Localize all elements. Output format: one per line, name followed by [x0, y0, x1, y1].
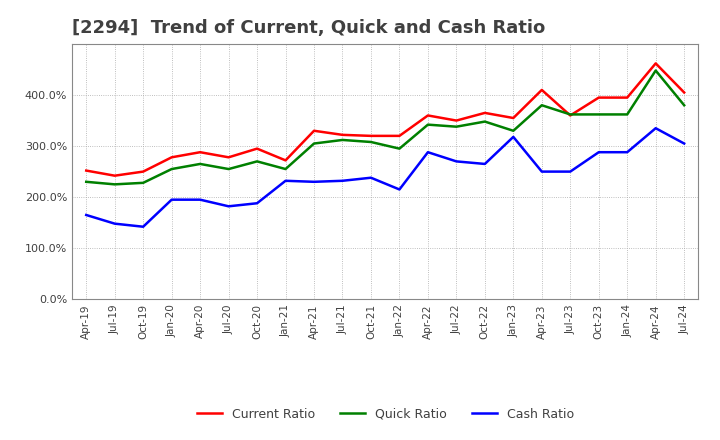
- Current Ratio: [225, 155, 233, 160]
- Cash Ratio: [338, 178, 347, 183]
- Cash Ratio: [652, 125, 660, 131]
- Quick Ratio: [310, 141, 318, 146]
- Cash Ratio: [395, 187, 404, 192]
- Current Ratio: [82, 168, 91, 173]
- Quick Ratio: [395, 146, 404, 151]
- Quick Ratio: [167, 166, 176, 172]
- Cash Ratio: [566, 169, 575, 174]
- Cash Ratio: [139, 224, 148, 229]
- Line: Quick Ratio: Quick Ratio: [86, 70, 684, 184]
- Quick Ratio: [652, 68, 660, 73]
- Line: Cash Ratio: Cash Ratio: [86, 128, 684, 227]
- Cash Ratio: [310, 179, 318, 184]
- Cash Ratio: [253, 201, 261, 206]
- Quick Ratio: [366, 139, 375, 145]
- Current Ratio: [423, 113, 432, 118]
- Quick Ratio: [623, 112, 631, 117]
- Quick Ratio: [82, 179, 91, 184]
- Legend: Current Ratio, Quick Ratio, Cash Ratio: Current Ratio, Quick Ratio, Cash Ratio: [192, 403, 579, 425]
- Quick Ratio: [253, 159, 261, 164]
- Current Ratio: [110, 173, 119, 178]
- Cash Ratio: [196, 197, 204, 202]
- Text: [2294]  Trend of Current, Quick and Cash Ratio: [2294] Trend of Current, Quick and Cash …: [72, 19, 545, 37]
- Quick Ratio: [452, 124, 461, 129]
- Quick Ratio: [139, 180, 148, 186]
- Current Ratio: [395, 133, 404, 139]
- Cash Ratio: [509, 134, 518, 139]
- Cash Ratio: [423, 150, 432, 155]
- Quick Ratio: [595, 112, 603, 117]
- Cash Ratio: [452, 159, 461, 164]
- Current Ratio: [253, 146, 261, 151]
- Current Ratio: [196, 150, 204, 155]
- Cash Ratio: [82, 213, 91, 218]
- Quick Ratio: [282, 166, 290, 172]
- Current Ratio: [623, 95, 631, 100]
- Cash Ratio: [480, 161, 489, 167]
- Current Ratio: [566, 113, 575, 118]
- Cash Ratio: [282, 178, 290, 183]
- Cash Ratio: [110, 221, 119, 226]
- Cash Ratio: [167, 197, 176, 202]
- Current Ratio: [167, 155, 176, 160]
- Quick Ratio: [338, 137, 347, 143]
- Current Ratio: [537, 87, 546, 92]
- Cash Ratio: [623, 150, 631, 155]
- Quick Ratio: [423, 122, 432, 127]
- Quick Ratio: [225, 166, 233, 172]
- Current Ratio: [595, 95, 603, 100]
- Cash Ratio: [366, 175, 375, 180]
- Current Ratio: [509, 115, 518, 121]
- Quick Ratio: [566, 112, 575, 117]
- Cash Ratio: [595, 150, 603, 155]
- Current Ratio: [652, 61, 660, 66]
- Current Ratio: [680, 90, 688, 95]
- Line: Current Ratio: Current Ratio: [86, 63, 684, 176]
- Quick Ratio: [110, 182, 119, 187]
- Current Ratio: [338, 132, 347, 137]
- Quick Ratio: [537, 103, 546, 108]
- Current Ratio: [282, 158, 290, 163]
- Current Ratio: [310, 128, 318, 133]
- Cash Ratio: [225, 204, 233, 209]
- Current Ratio: [480, 110, 489, 116]
- Cash Ratio: [680, 141, 688, 146]
- Quick Ratio: [196, 161, 204, 167]
- Current Ratio: [139, 169, 148, 174]
- Quick Ratio: [480, 119, 489, 124]
- Quick Ratio: [680, 103, 688, 108]
- Quick Ratio: [509, 128, 518, 133]
- Current Ratio: [366, 133, 375, 139]
- Current Ratio: [452, 118, 461, 123]
- Cash Ratio: [537, 169, 546, 174]
